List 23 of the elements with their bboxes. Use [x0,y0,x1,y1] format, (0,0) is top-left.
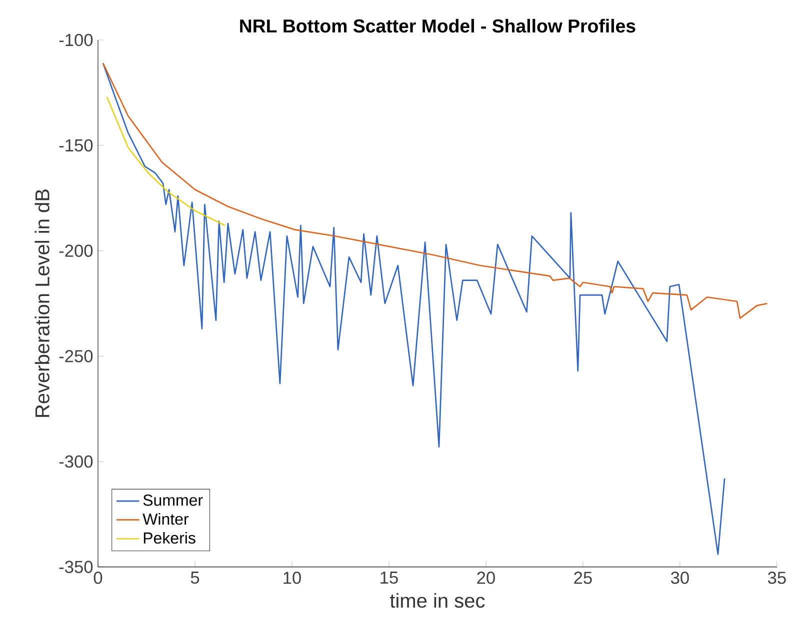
x-tick-label: 20 [477,572,495,584]
legend-label: Winter [142,513,189,525]
x-tick-label: 15 [380,572,398,584]
x-axis-title: time in sec [390,593,485,608]
legend-label: Summer [143,494,203,506]
line-series [102,62,768,319]
y-axis-title: Reverberation Level in dB [34,190,50,417]
y-tick-label: -350 [59,560,93,574]
y-tick-label: -300 [59,455,93,468]
x-tick-label: 0 [94,572,102,584]
x-tick-label: 35 [768,572,786,584]
x-tick-label: 30 [670,572,689,584]
chart-title: NRL Bottom Scatter Model - Shallow Profiles [240,18,636,33]
x-tick-label: 5 [190,572,200,584]
line-series [102,62,726,555]
x-tick-label: 10 [284,572,301,584]
y-tick-label: -250 [59,350,93,362]
y-tick-label: -100 [59,34,93,46]
x-tick-label: 25 [574,572,592,584]
y-tick-label: -200 [59,244,93,257]
y-tick-label: -150 [59,139,93,152]
line-series [106,96,226,226]
legend-label: Pekeris [144,532,196,544]
